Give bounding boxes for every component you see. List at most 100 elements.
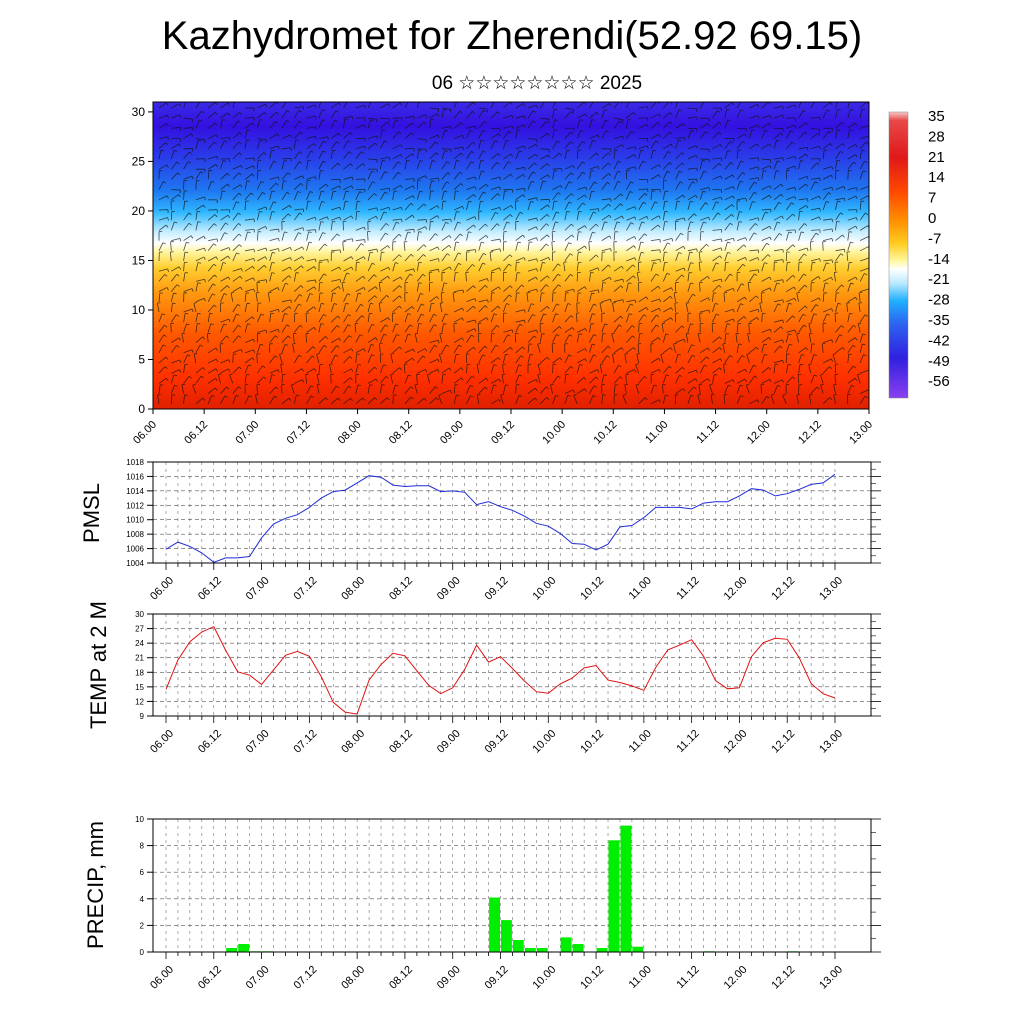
precip-ylabel: PRECIP, mm [83, 821, 108, 949]
x-tick-label: 08.00 [339, 728, 367, 756]
y-tick-label: 6 [140, 868, 145, 877]
x-tick-label: 12.00 [722, 575, 750, 603]
x-tick-label: 11.12 [674, 964, 701, 991]
profile-x-tick-label: 06.12 [182, 419, 210, 447]
colorbar: 35 28 21 14 7 0 -7 -14 -21 -28 -35 -42 -49 -56 [888, 108, 950, 399]
profile-x-tick-label: 09.00 [438, 419, 466, 447]
profile-y-tick-label: 5 [138, 352, 145, 366]
precip-bar [608, 840, 620, 952]
profile-panel: 0 5 10 15 20 25 30 06.00 06.12 07.00 07.12 08.00 08… [131, 101, 875, 447]
x-tick-label: 09.12 [483, 575, 511, 603]
x-tick-label: 07.00 [244, 575, 272, 603]
precip-bars [226, 825, 799, 952]
profile-x-tick-label: 12.12 [796, 419, 824, 447]
pmsl-ylabel: PMSL [79, 483, 104, 543]
pmsl-panel: 1004 1006 1008 1010 1012 1014 1016 1018 06.00 06.… [79, 458, 881, 603]
precip-ticks: 0 2 4 6 8 10 06.00 06.12 07.00 07.12 08.00 08.12 09.… [135, 815, 876, 992]
precip-bar [620, 825, 632, 952]
x-tick-label: 07.00 [244, 964, 272, 992]
colorbar-label: -35 [928, 312, 950, 329]
x-tick-label: 06.00 [148, 575, 176, 603]
y-tick-label: 27 [135, 625, 144, 634]
x-tick-label: 07.12 [292, 575, 320, 603]
temp-ticks: 9 12 15 18 21 24 27 30 06.00 06.12 07.00 07.12 08.00… [135, 610, 876, 756]
y-tick-label: 1016 [126, 472, 144, 481]
x-tick-label: 09.00 [435, 964, 463, 992]
x-tick-label: 10.12 [578, 575, 606, 603]
profile-x-ticks: 06.00 06.12 07.00 07.12 08.00 08.12 09.00 09.12… [131, 409, 875, 447]
y-tick-label: 2 [140, 921, 145, 930]
y-tick-label: 1012 [126, 501, 144, 510]
temp-grid [153, 613, 881, 717]
precip-bar [572, 944, 584, 952]
x-tick-label: 08.00 [339, 964, 367, 992]
x-tick-label: 12.00 [722, 964, 750, 992]
x-tick-label: 11.00 [627, 964, 654, 991]
x-tick-label: 06.00 [148, 964, 176, 992]
y-tick-label: 1018 [126, 458, 144, 467]
colorbar-strip [888, 111, 909, 399]
y-tick-label: 1014 [126, 487, 144, 496]
x-tick-label: 11.12 [674, 728, 701, 755]
precip-bar [238, 944, 250, 952]
y-tick-label: 1008 [126, 530, 144, 539]
x-tick-label: 08.12 [387, 964, 415, 992]
profile-y-tick-label: 10 [132, 303, 146, 317]
page-title: Kazhydromet for Zherendi(52.92 69.15) [161, 14, 863, 58]
precip-bar [512, 940, 524, 952]
pmsl-grid [153, 461, 881, 564]
y-tick-label: 15 [135, 683, 144, 692]
colorbar-label: 0 [928, 210, 936, 227]
profile-x-tick-label: 13.00 [847, 419, 875, 447]
y-tick-label: 21 [135, 654, 144, 663]
x-tick-label: 06.12 [196, 964, 224, 992]
precip-bar [560, 937, 572, 952]
precip-bar [501, 920, 512, 952]
profile-x-tick-label: 08.00 [336, 419, 364, 447]
colorbar-label: -49 [928, 353, 950, 370]
x-tick-label: 09.00 [435, 575, 463, 603]
profile-y-tick-label: 20 [132, 204, 146, 218]
precip-bar [632, 946, 644, 952]
profile-y-tick-label: 30 [132, 105, 146, 119]
x-tick-label: 06.12 [196, 728, 224, 756]
profile-y-tick-label: 25 [132, 154, 146, 168]
colorbar-label: -42 [928, 332, 950, 349]
wind-barbs [157, 102, 869, 405]
profile-x-tick-label: 12.00 [745, 419, 773, 447]
y-tick-label: 1010 [126, 516, 144, 525]
x-tick-label: 10.12 [578, 728, 606, 756]
x-tick-label: 06.00 [148, 728, 176, 756]
x-tick-label: 11.00 [627, 728, 654, 755]
colorbar-label: -28 [928, 292, 950, 309]
profile-x-tick-label: 10.00 [540, 419, 568, 447]
y-tick-label: 8 [140, 842, 145, 851]
colorbar-label: -14 [928, 251, 950, 268]
profile-y-tick-label: 15 [132, 253, 146, 267]
x-tick-label: 08.00 [339, 575, 367, 603]
precip-bar [226, 948, 238, 952]
x-tick-label: 10.00 [530, 728, 558, 756]
x-tick-label: 07.12 [292, 728, 320, 756]
x-tick-label: 13.00 [817, 728, 845, 756]
x-tick-label: 12.12 [769, 728, 797, 756]
profile-x-tick-label: 06.00 [131, 419, 159, 447]
x-tick-label: 13.00 [817, 964, 845, 992]
profile-x-tick-label: 11.12 [694, 419, 721, 446]
y-tick-label: 1006 [126, 545, 144, 554]
colorbar-label: 7 [928, 190, 936, 207]
profile-y-ticks: 0 5 10 15 20 25 30 [132, 105, 153, 416]
x-tick-label: 12.12 [769, 575, 797, 603]
colorbar-labels: 35 28 21 14 7 0 -7 -14 -21 -28 -35 -42 -49 -56 [928, 108, 950, 390]
x-tick-label: 08.12 [387, 575, 415, 603]
pmsl-line [165, 473, 836, 563]
profile-x-tick-label: 08.12 [387, 419, 415, 447]
y-tick-label: 30 [135, 610, 144, 619]
temp-line [165, 625, 836, 715]
profile-x-tick-label: 09.12 [489, 419, 517, 447]
colorbar-label: -7 [928, 230, 941, 247]
colorbar-label: 28 [928, 128, 945, 145]
y-tick-label: 4 [140, 895, 145, 904]
x-tick-label: 12.12 [769, 964, 797, 992]
